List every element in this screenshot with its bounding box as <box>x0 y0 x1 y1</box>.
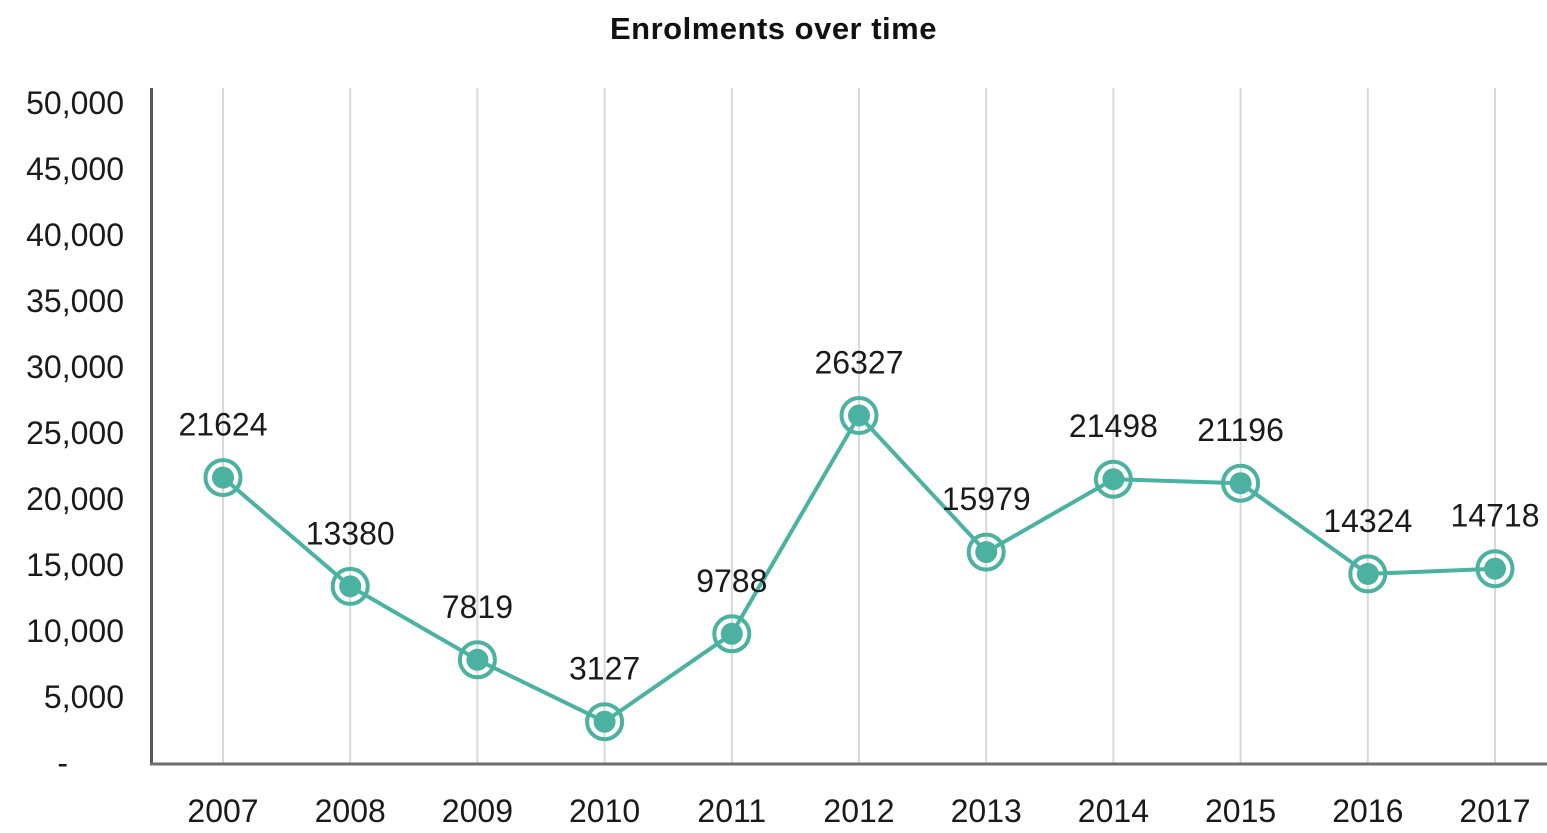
chart-title: Enrolments over time <box>610 11 937 46</box>
data-point-dot-2014 <box>1102 468 1125 491</box>
y-tick-label-40000: 40,000 <box>26 217 124 253</box>
data-label-2017: 14718 <box>1451 498 1540 534</box>
data-point-dot-2009 <box>466 648 489 671</box>
x-tick-label-2013: 2013 <box>951 793 1022 829</box>
data-point-ring-2008 <box>330 566 370 606</box>
data-point-ring-2017 <box>1475 549 1515 589</box>
data-label-2014: 21498 <box>1069 408 1158 444</box>
data-label-2012: 26327 <box>815 344 904 380</box>
y-tick-label-20000: 20,000 <box>26 481 124 517</box>
data-point-ring-2012 <box>839 395 879 435</box>
data-point-ring-2007 <box>203 458 243 498</box>
data-point-ring-2009 <box>457 640 497 680</box>
y-tick-label-25000: 25,000 <box>26 415 124 451</box>
x-tick-label-2008: 2008 <box>315 793 386 829</box>
x-tick-label-2012: 2012 <box>823 793 894 829</box>
data-point-dot-2008 <box>339 575 362 598</box>
x-tick-label-2011: 2011 <box>697 793 766 829</box>
data-point-ring-2015 <box>1221 463 1261 503</box>
y-tick-label-5000: 5,000 <box>44 679 124 715</box>
data-label-2010: 3127 <box>569 651 640 687</box>
data-point-ring-2016 <box>1348 554 1388 594</box>
data-point-dot-2010 <box>593 710 616 733</box>
data-label-2016: 14324 <box>1323 503 1412 539</box>
y-tick-label-45000: 45,000 <box>26 151 124 187</box>
x-tick-label-2007: 2007 <box>187 793 258 829</box>
x-tick-label-2014: 2014 <box>1078 793 1149 829</box>
data-label-2009: 7819 <box>442 589 513 625</box>
data-point-dot-2013 <box>975 541 998 564</box>
y-tick-label-15000: 15,000 <box>26 547 124 583</box>
y-tick-label-50000: 50,000 <box>26 85 124 121</box>
data-point-dot-2017 <box>1484 557 1506 580</box>
x-tick-label-2009: 2009 <box>442 793 513 829</box>
data-label-2013: 15979 <box>942 481 1031 517</box>
data-point-dot-2007 <box>212 466 234 489</box>
x-tick-label-2010: 2010 <box>569 793 640 829</box>
y-tick-label-35000: 35,000 <box>26 283 124 319</box>
data-label-2008: 13380 <box>306 515 395 551</box>
data-label-2011: 9788 <box>696 563 767 599</box>
x-tick-label-2017: 2017 <box>1459 793 1530 829</box>
data-point-dot-2015 <box>1229 472 1252 495</box>
data-point-ring-2010 <box>585 702 625 742</box>
data-point-dot-2016 <box>1356 562 1379 585</box>
data-label-2007: 21624 <box>179 407 268 443</box>
x-tick-label-2016: 2016 <box>1332 793 1403 829</box>
data-point-ring-2013 <box>966 532 1006 572</box>
data-label-2015: 21196 <box>1197 412 1284 448</box>
x-tick-label-2015: 2015 <box>1205 793 1276 829</box>
y-tick-label-10000: 10,000 <box>26 613 124 649</box>
data-point-ring-2014 <box>1093 459 1133 499</box>
data-point-dot-2012 <box>848 404 870 427</box>
data-point-dot-2011 <box>720 622 743 645</box>
data-point-ring-2011 <box>712 614 752 654</box>
y-tick-label-0: - <box>57 745 68 781</box>
y-tick-label-30000: 30,000 <box>26 349 124 385</box>
